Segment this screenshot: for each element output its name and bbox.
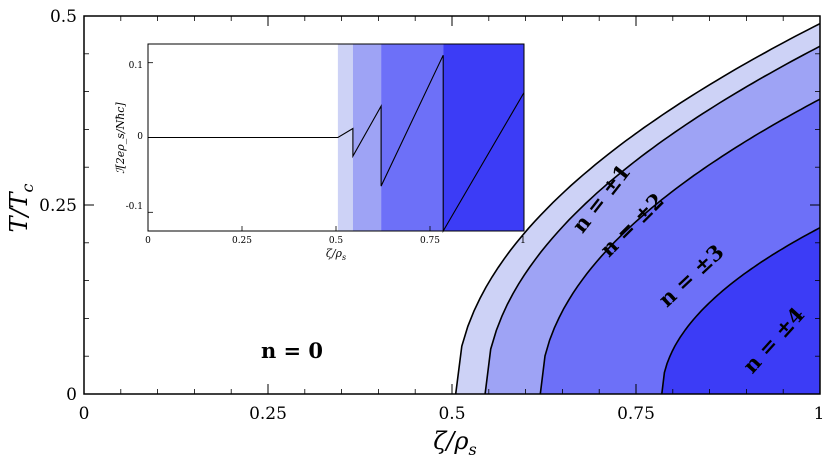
region-fill-n4 [661, 227, 820, 394]
inset-tick-marks [147, 62, 525, 231]
inset-band-n4 [443, 44, 524, 231]
y-axis-label: T/Tc [5, 183, 37, 232]
main-tick-marks [83, 15, 821, 395]
y-tick-label-1: 0.25 [39, 196, 77, 216]
inset-x-tick-4: 1 [520, 236, 526, 246]
phase-boundary-curves [454, 22, 821, 395]
inset-chart: 0 0.25 0.5 0.75 1 -0.1 0 0.1 ζ/ρs ℐ[2eρ_… [114, 43, 526, 262]
region-label-n0: n = 0 [261, 338, 323, 363]
boundary-curve-4 [661, 226, 821, 395]
boundary-curve-2 [484, 45, 821, 395]
inset-y-tick-2: 0.1 [129, 61, 143, 71]
inset-x-tick-1: 0.25 [232, 236, 252, 246]
boundary-curve-3 [539, 98, 821, 395]
x-tick-label-3: 0.75 [617, 404, 655, 424]
inset-x-axis-label: ζ/ρs [326, 247, 346, 262]
inset-y-axis-label: ℐ[2eρ_s/Nħc] [114, 102, 127, 174]
x-tick-label-1: 0.25 [249, 404, 287, 424]
inset-band-n1 [337, 44, 353, 231]
inset-x-tick-0: 0 [145, 236, 151, 246]
inset-band-n3 [381, 44, 444, 231]
inset-current-line [148, 54, 525, 234]
inset-y-tick-0: -0.1 [126, 202, 143, 212]
inset-x-tick-2: 0.5 [329, 236, 344, 246]
x-axis-label: ζ/ρs [433, 427, 476, 459]
y-tick-label-2: 0.5 [50, 7, 77, 27]
x-tick-label-0: 0 [79, 404, 90, 424]
inset-x-tick-3: 0.75 [420, 236, 440, 246]
inset-bands [337, 44, 524, 231]
phase-regions [455, 23, 820, 394]
x-tick-label-2: 0.5 [438, 404, 465, 424]
boundary-curve-1 [454, 22, 821, 395]
inset-band-n2 [352, 44, 382, 231]
x-tick-label-4: 1 [814, 404, 825, 424]
y-tick-label-0: 0 [66, 385, 77, 405]
inset-y-tick-1: 0 [137, 132, 143, 142]
